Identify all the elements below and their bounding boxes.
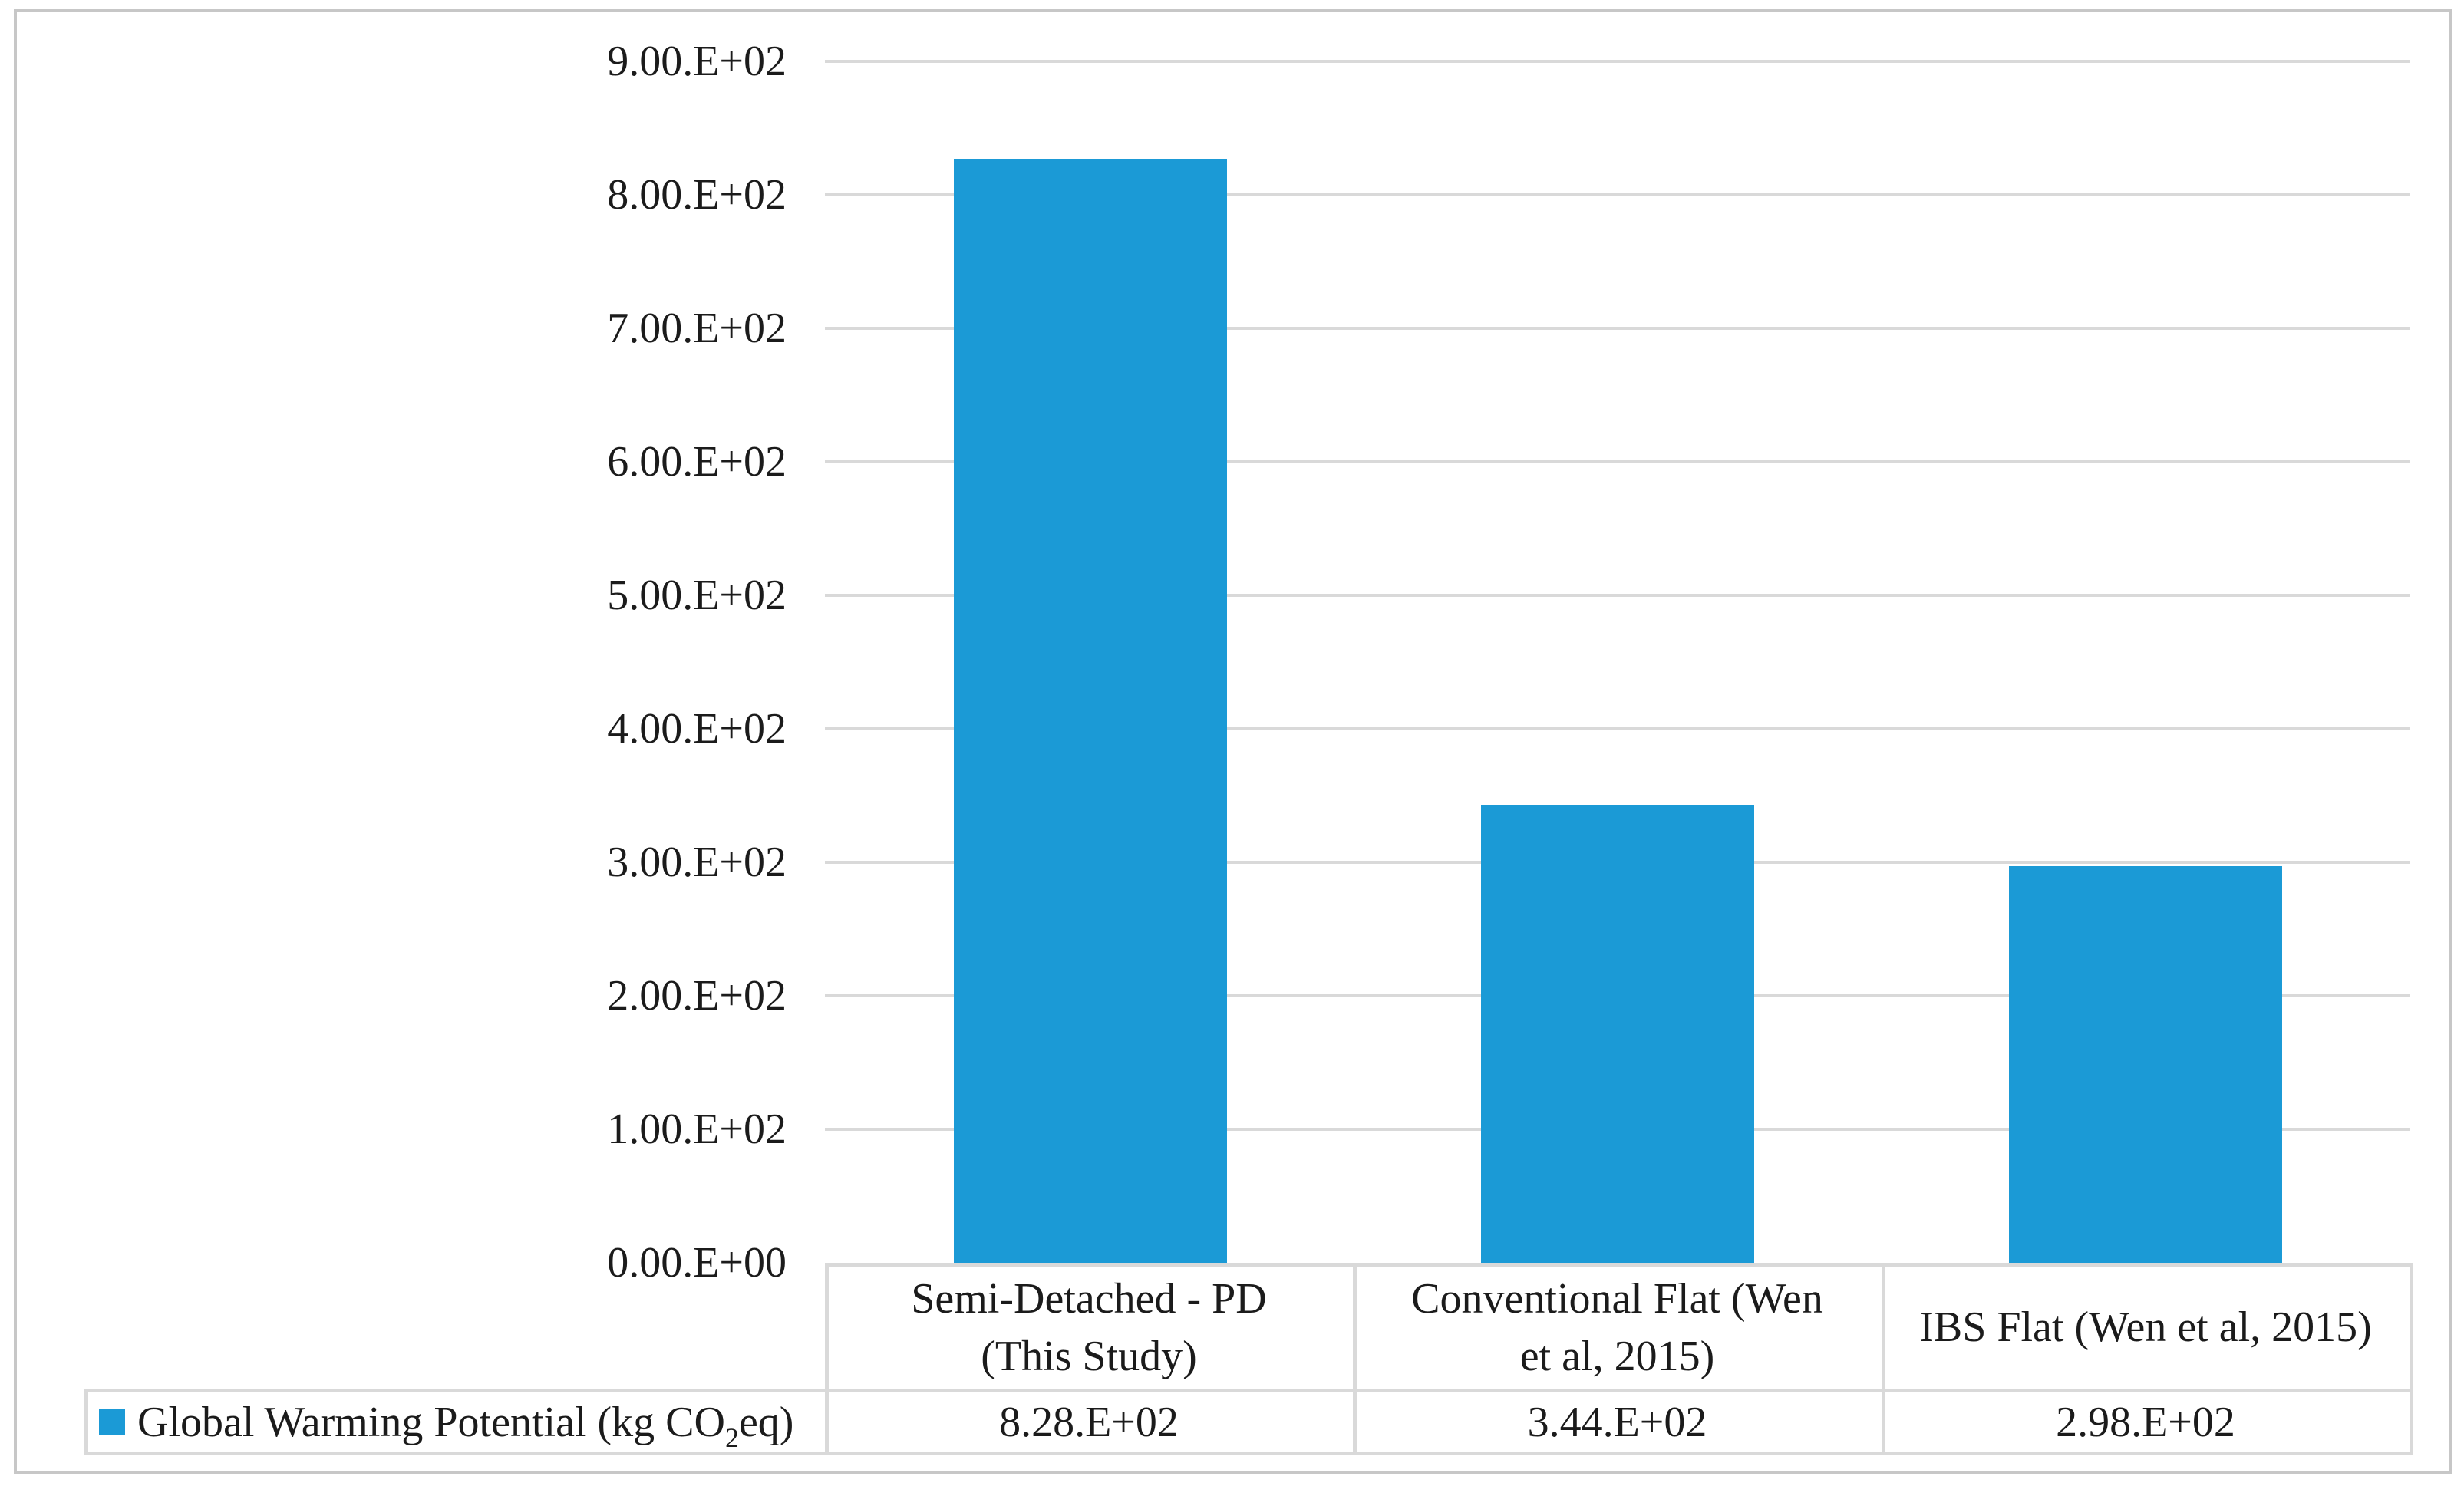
gridline (825, 460, 2410, 463)
gridline (825, 327, 2410, 330)
table-column-border (1882, 1263, 1885, 1455)
legend-color-swatch-icon (99, 1409, 125, 1435)
y-axis-tick-label: 7.00.E+02 (607, 305, 787, 352)
bar-ibs-flat (2009, 866, 2282, 1264)
value-cell-ibs-flat: 2.98.E+02 (2056, 1398, 2235, 1446)
bar-conventional-flat (1481, 805, 1754, 1264)
y-axis-tick-label: 3.00.E+02 (607, 839, 787, 886)
gridline (825, 727, 2410, 730)
y-axis-tick-label: 2.00.E+02 (607, 972, 787, 1020)
table-column-border (1353, 1263, 1357, 1455)
value-cell-semi-detached: 8.28.E+02 (999, 1398, 1179, 1446)
y-axis-tick-label: 9.00.E+02 (607, 38, 787, 85)
gridline (825, 193, 2410, 196)
category-line: IBS Flat (Wen et al, 2015) (1919, 1303, 2372, 1351)
y-axis-tick-label: 0.00.E+00 (607, 1239, 787, 1287)
table-column-border (825, 1263, 829, 1455)
category-label-conventional-flat: Conventional Flat (Wen et al, 2015) (1357, 1267, 1878, 1389)
legend-label: Global Warming Potential (kg CO2eq) (137, 1398, 794, 1453)
category-label-ibs-flat: IBS Flat (Wen et al, 2015) (1885, 1267, 2406, 1389)
category-line: Semi-Detached - PD (911, 1274, 1267, 1323)
table-right-border (2410, 1263, 2413, 1455)
legend-cell: Global Warming Potential (kg CO2eq) (88, 1392, 825, 1453)
category-line: et al, 2015) (1519, 1332, 1715, 1380)
gridline (825, 594, 2410, 597)
y-axis-tick-label: 8.00.E+02 (607, 171, 787, 219)
bar-semi-detached-pd (954, 159, 1227, 1264)
table-bottom-border (84, 1452, 2413, 1455)
y-axis-tick-label: 1.00.E+02 (607, 1106, 787, 1153)
table-top-border (825, 1263, 2413, 1267)
subscript-2: 2 (724, 1422, 739, 1453)
y-axis-tick-label: 5.00.E+02 (607, 572, 787, 619)
table-left-border (84, 1389, 88, 1455)
category-line: (This Study) (981, 1332, 1197, 1380)
y-axis-tick-label: 4.00.E+02 (607, 705, 787, 753)
figure-border (14, 9, 2452, 1474)
gridline (825, 60, 2410, 63)
category-label-semi-detached: Semi-Detached - PD (This Study) (829, 1267, 1349, 1389)
y-axis-tick-label: 6.00.E+02 (607, 438, 787, 486)
table-middle-border (84, 1389, 2413, 1392)
category-line: Conventional Flat (Wen (1411, 1274, 1823, 1323)
value-cell-conventional-flat: 3.44.E+02 (1527, 1398, 1707, 1446)
